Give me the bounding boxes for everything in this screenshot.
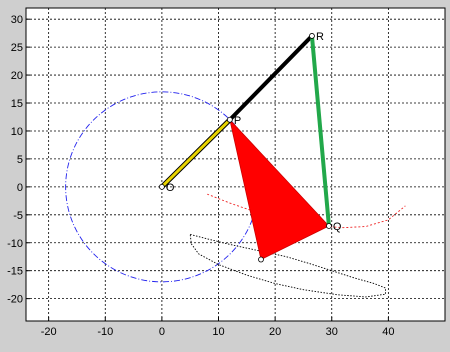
- point-label-P: P: [234, 115, 241, 127]
- y-tick-label: 20: [11, 70, 23, 82]
- output-arc: [207, 193, 406, 229]
- x-tick-label: 30: [326, 326, 338, 338]
- coupler-curve: [189, 233, 386, 298]
- y-tick-label: 0: [17, 182, 23, 194]
- x-tick-label: 10: [212, 326, 224, 338]
- coupler-triangle: [229, 118, 330, 261]
- y-tick-label: 25: [11, 42, 23, 54]
- grid-lines: [26, 8, 445, 321]
- joint-O: [158, 183, 165, 190]
- plot-area: [25, 7, 446, 322]
- x-tick-label: 0: [159, 326, 165, 338]
- y-tick-label: -10: [7, 238, 23, 250]
- joint-R: [309, 33, 315, 39]
- point-label-O: O: [166, 182, 175, 194]
- point-label-R: R: [316, 31, 324, 43]
- x-tick-label: -10: [97, 326, 113, 338]
- link-RQ: [309, 33, 331, 228]
- y-tick-label: 10: [11, 126, 23, 138]
- point-label-Q: Q: [333, 221, 342, 233]
- link-OP: [160, 118, 232, 189]
- y-tick-label: -5: [13, 210, 23, 222]
- y-tick-label: 5: [17, 154, 23, 166]
- point-labels: O P R Q: [166, 31, 342, 233]
- joint-Q: [326, 223, 332, 229]
- joint-P: [226, 116, 233, 123]
- tick-labels: -20 -10 0 10 20 30 40 -20 -15 -10 -5 0 5 10 15 20 25 30: [7, 14, 394, 338]
- triangle-vertex-marker: [258, 256, 264, 263]
- y-tick-label: 30: [11, 14, 23, 26]
- y-tick-label: 15: [11, 98, 23, 110]
- x-tick-label: 20: [269, 326, 281, 338]
- x-tick-label: -20: [41, 326, 57, 338]
- mechanism: [158, 33, 332, 263]
- y-tick-label: -20: [7, 294, 23, 306]
- x-tick-label: 40: [382, 326, 394, 338]
- y-tick-label: -15: [7, 266, 23, 278]
- link-PR: [227, 33, 314, 122]
